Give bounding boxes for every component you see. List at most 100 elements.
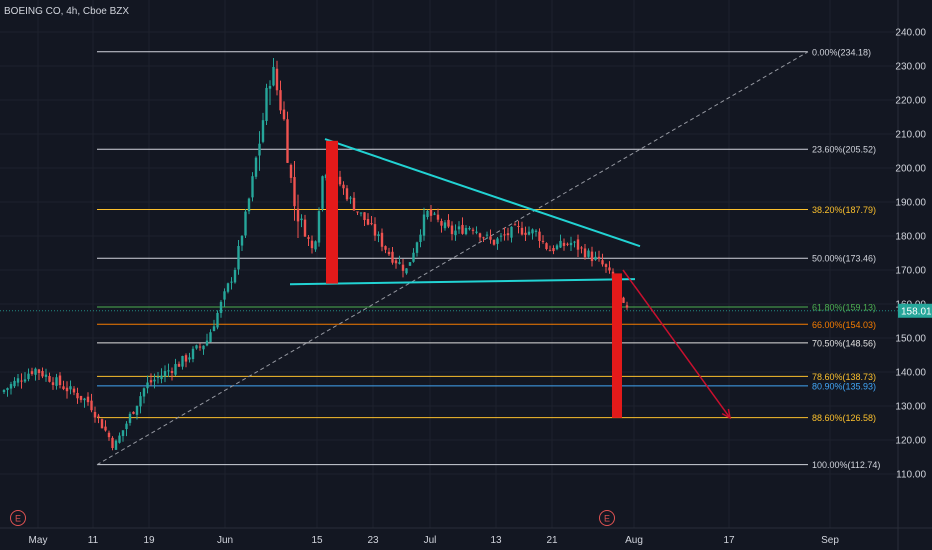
time-tick-label: 15 [311, 535, 323, 546]
candle-body [496, 238, 499, 244]
candle-body [482, 237, 485, 239]
candle-body [531, 229, 534, 234]
candle-body [254, 157, 258, 177]
candle-body [48, 375, 51, 382]
time-tick-label: Sep [821, 535, 839, 546]
candle-body [510, 226, 513, 238]
candle-body [86, 396, 90, 403]
target-arrow-line[interactable] [622, 269, 731, 419]
candle-body [153, 379, 156, 382]
candle-body [608, 267, 611, 271]
candle-body [258, 143, 261, 156]
candle-body [513, 224, 517, 226]
price-tick-label: 220.00 [895, 96, 926, 107]
candle-body [562, 242, 566, 246]
time-tick-label: 21 [546, 535, 558, 546]
time-axis[interactable]: May 11 19 Jun 15 23 Jul 13 21 Aug 17 Sep [29, 535, 840, 546]
candle-body [230, 281, 233, 283]
candle-body [394, 260, 398, 264]
earnings-icon[interactable] [10, 510, 26, 526]
support-trendline[interactable] [289, 278, 636, 286]
candle-body [429, 209, 433, 216]
candle-body [237, 245, 240, 270]
price-tick-label: 230.00 [895, 62, 926, 73]
candle-body [398, 262, 401, 264]
time-tick-label: 17 [723, 535, 735, 546]
price-tick-label: 120.00 [895, 436, 926, 447]
price-tick-label: 200.00 [895, 164, 926, 175]
candle-body [478, 233, 482, 238]
candle-body [163, 371, 167, 377]
candle-body [240, 236, 244, 246]
candle-body [146, 382, 149, 389]
candle-body [30, 371, 34, 374]
price-tick-label: 130.00 [895, 402, 926, 413]
candle-body [34, 368, 37, 375]
candle-body [520, 227, 524, 235]
candle-body [552, 247, 555, 252]
candle-body [72, 388, 76, 393]
candle-body [363, 212, 366, 221]
candle-body [436, 214, 440, 220]
descending-trendline[interactable] [324, 138, 641, 248]
fib-level-label: 88.60%(126.58) [812, 413, 876, 423]
earnings-icon[interactable] [599, 510, 615, 526]
candle-body [69, 386, 72, 390]
candle-body [485, 234, 489, 236]
candle-body [104, 426, 107, 431]
earnings-label: E [604, 514, 610, 524]
fibonacci-retracement[interactable]: 0.00%(234.18) 23.60%(205.52) 38.20%(187.79… [96, 47, 880, 470]
candle-body [370, 223, 373, 225]
candle-body [559, 240, 562, 248]
candle-body [128, 413, 132, 423]
candle-body [160, 375, 163, 380]
candle-body [538, 231, 541, 241]
price-tick-label: 140.00 [895, 368, 926, 379]
projection-bar-1[interactable] [326, 140, 338, 284]
candle-body [527, 231, 531, 235]
candle-body [181, 355, 184, 367]
candle-body [373, 224, 377, 236]
candle-body [471, 229, 475, 231]
projection-bar-2[interactable] [612, 273, 622, 418]
candle-body [303, 219, 307, 237]
fib-level-label: 61.80%(159.13) [812, 302, 876, 312]
candle-body [184, 355, 188, 362]
candle-body [9, 384, 13, 389]
candle-body [226, 283, 230, 292]
candle-body [13, 380, 16, 387]
fib-level-label: 23.60%(205.52) [812, 145, 876, 155]
fib-level-label: 70.50%(148.56) [812, 338, 876, 348]
candle-body [2, 390, 6, 393]
candle-body [209, 332, 212, 343]
candle-body [188, 357, 191, 360]
price-tick-label: 110.00 [896, 470, 926, 481]
price-tick-label: 180.00 [895, 232, 926, 243]
candle-body [177, 363, 181, 367]
candle-body [247, 198, 251, 212]
candlestick-series [2, 58, 629, 451]
fib-level-label: 0.00%(234.18) [812, 47, 871, 57]
candle-body [545, 243, 548, 250]
candle-body [167, 370, 170, 372]
candle-body [65, 387, 69, 392]
candle-body [174, 364, 177, 375]
trend-drawings[interactable] [289, 138, 732, 420]
time-tick-label: Jul [424, 535, 437, 546]
candle-body [216, 312, 219, 328]
candle-body [296, 208, 300, 222]
candle-body [366, 219, 370, 225]
candle-body [212, 326, 216, 332]
candle-body [97, 415, 100, 417]
candle-body [380, 232, 384, 247]
candle-body [286, 119, 289, 163]
price-axis[interactable]: 240.00 230.00 220.00 210.00 200.00 190.00 180.… [895, 28, 932, 481]
candle-body [573, 241, 576, 243]
candle-body [622, 297, 625, 303]
candle-body [408, 262, 412, 266]
